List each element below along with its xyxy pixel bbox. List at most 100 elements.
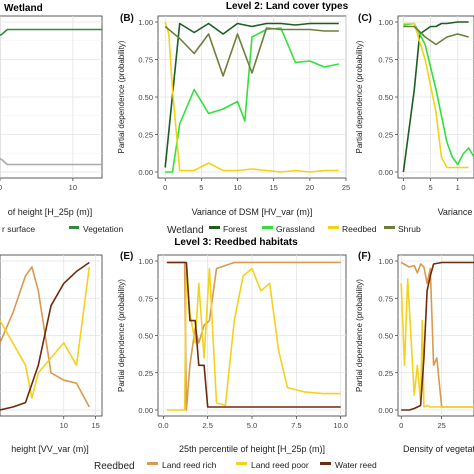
legend-item-vegetation: Vegetation (83, 224, 123, 234)
x-tick-label: 0 (0, 183, 2, 192)
panel-partial-left-bottom: 10 15 height [VV_var (m)] (0, 254, 103, 454)
heading-level3: Level 3: Reedbed habitats (174, 237, 298, 248)
x-tick-label: 0 (163, 183, 167, 192)
series-line-forest (164, 22, 339, 168)
x-tick-label: 5 (199, 183, 203, 192)
y-axis-label: Partial dependence (probability) (117, 40, 126, 153)
x-tick-label: 5 (428, 183, 432, 192)
series-group (0, 261, 91, 411)
series-group (166, 261, 341, 411)
heading-wetland: Wetland (4, 3, 43, 14)
x-tick-label: 7.5 (291, 421, 301, 430)
y-tick-label: 0.75 (138, 294, 153, 303)
legend-item-forest: Forest (223, 224, 248, 234)
legend-reedbed: Reedbed Land reed rich Land reed poor Wa… (94, 460, 377, 472)
series-group (402, 21, 474, 173)
panel-label: (F) (358, 251, 371, 262)
y-tick-label: 0.00 (138, 406, 153, 415)
x-tick-label: 1 (456, 183, 460, 192)
legend-item-shrub: Shrub (398, 224, 421, 234)
legend-swatch-forest (209, 226, 220, 229)
panel-label: (C) (358, 13, 372, 24)
x-tick-label: 0.0 (158, 421, 168, 430)
x-tick-label: 20 (306, 183, 314, 192)
y-tick-label: 0.50 (378, 93, 393, 102)
x-tick-label: 25 (342, 183, 350, 192)
panel-f: 0.00 0.25 0.50 0.75 1.00 0 25 Density of vegeta… (355, 251, 474, 454)
panel-e: 0.00 0.25 0.50 0.75 1.00 0.0 2.5 5.0 7.5 10.0 25th… (117, 251, 348, 454)
legend-top-left: r surface Vegetation (2, 224, 123, 234)
y-tick-label: 0.25 (378, 131, 393, 140)
legend-title-wetland: Wetland (167, 225, 204, 236)
y-tick-label: 0.75 (378, 294, 393, 303)
x-tick-label: 10 (69, 183, 77, 192)
series-line-reedbed (403, 22, 469, 169)
x-tick-label: 2.5 (202, 421, 212, 430)
legend-item-surface: r surface (2, 224, 35, 234)
legend-swatch-shrub (384, 226, 395, 229)
x-tick-label: 0 (399, 421, 403, 430)
x-tick-label: 15 (270, 183, 278, 192)
legend-swatch-land-reed-rich (147, 462, 158, 465)
series-group (164, 21, 339, 173)
y-tick-label: 0.00 (378, 406, 393, 415)
series-line-land-reed-poor (166, 261, 341, 411)
x-tick-label: 10.0 (333, 421, 348, 430)
heading-level2: Level 2: Land cover types (226, 1, 349, 12)
legend-swatch-reedbed (328, 226, 339, 229)
y-tick-label: 0.25 (138, 131, 153, 140)
legend-item-land-reed-rich: Land reed rich (162, 460, 217, 470)
y-tick-label: 0.50 (378, 332, 393, 341)
y-tick-label: 0.75 (378, 56, 393, 65)
x-tick-label: 5.0 (247, 421, 257, 430)
series-group (0, 28, 102, 166)
y-tick-label: 0.00 (138, 168, 153, 177)
x-tick-label: 25 (437, 421, 445, 430)
series-line-land-reed-poor (0, 266, 91, 399)
y-tick-label: 1.00 (378, 257, 393, 266)
y-tick-label: 0.25 (378, 369, 393, 378)
series-line-grassland (403, 22, 474, 166)
x-axis-label: Density of vegetati (403, 444, 474, 454)
y-tick-label: 0.00 (378, 168, 393, 177)
panel-b: 0.00 0.25 0.50 0.75 1.00 0 5 10 15 20 25 Variance o… (117, 13, 350, 217)
x-axis-label: Variance of (438, 207, 474, 217)
legend-swatch-grassland (262, 226, 273, 229)
series-line-forest (402, 21, 469, 173)
panel-label: (B) (120, 13, 134, 24)
x-axis-label: of height [H_25p (m)] (8, 207, 93, 217)
legend-item-land-reed-poor: Land reed poor (251, 460, 309, 470)
series-line-reedbed (164, 21, 339, 173)
y-tick-label: 1.00 (138, 18, 153, 27)
legend-item-water-reed: Water reed (335, 460, 377, 470)
series-line-land-reed-rich (0, 266, 91, 408)
x-axis-label: 25th percentile of height [H_25p (m)] (179, 444, 325, 454)
legend-item-grassland: Grassland (276, 224, 315, 234)
series-line-shrub (403, 25, 469, 46)
y-tick-label: 1.00 (138, 257, 153, 266)
series-line-water-reed (0, 261, 90, 411)
legend-title-reedbed: Reedbed (94, 461, 135, 472)
y-axis-label: Partial dependence (probability) (117, 279, 126, 392)
x-axis-label: height [VV_var (m)] (11, 444, 89, 454)
y-tick-label: 0.25 (138, 369, 153, 378)
series-line-land-reed-rich (166, 261, 341, 411)
panel-partial-left-top: 0 10 of height [H_25p (m)] (0, 15, 103, 217)
series-line-water-reed (166, 261, 341, 408)
legend-swatch-water-reed (320, 462, 331, 465)
x-tick-label: 15 (91, 421, 99, 430)
y-tick-label: 0.75 (138, 56, 153, 65)
x-axis-label: Variance of DSM [HV_var (m)] (192, 207, 313, 217)
x-tick-label: 10 (60, 421, 68, 430)
series-line-land-reed-poor (400, 278, 474, 408)
series-line-unnamed (0, 157, 102, 166)
panel-label: (E) (120, 251, 133, 262)
panel-c: 0.00 0.25 0.50 0.75 1.00 0 5 1 Variance of Partia… (355, 13, 474, 217)
legend-swatch-vegetation (69, 226, 79, 229)
y-tick-label: 0.50 (138, 332, 153, 341)
series-line-grassland (165, 27, 339, 173)
series-line-water-reed (401, 261, 474, 411)
legend-item-reedbed: Reedbed (342, 224, 377, 234)
y-tick-label: 0.50 (138, 93, 153, 102)
